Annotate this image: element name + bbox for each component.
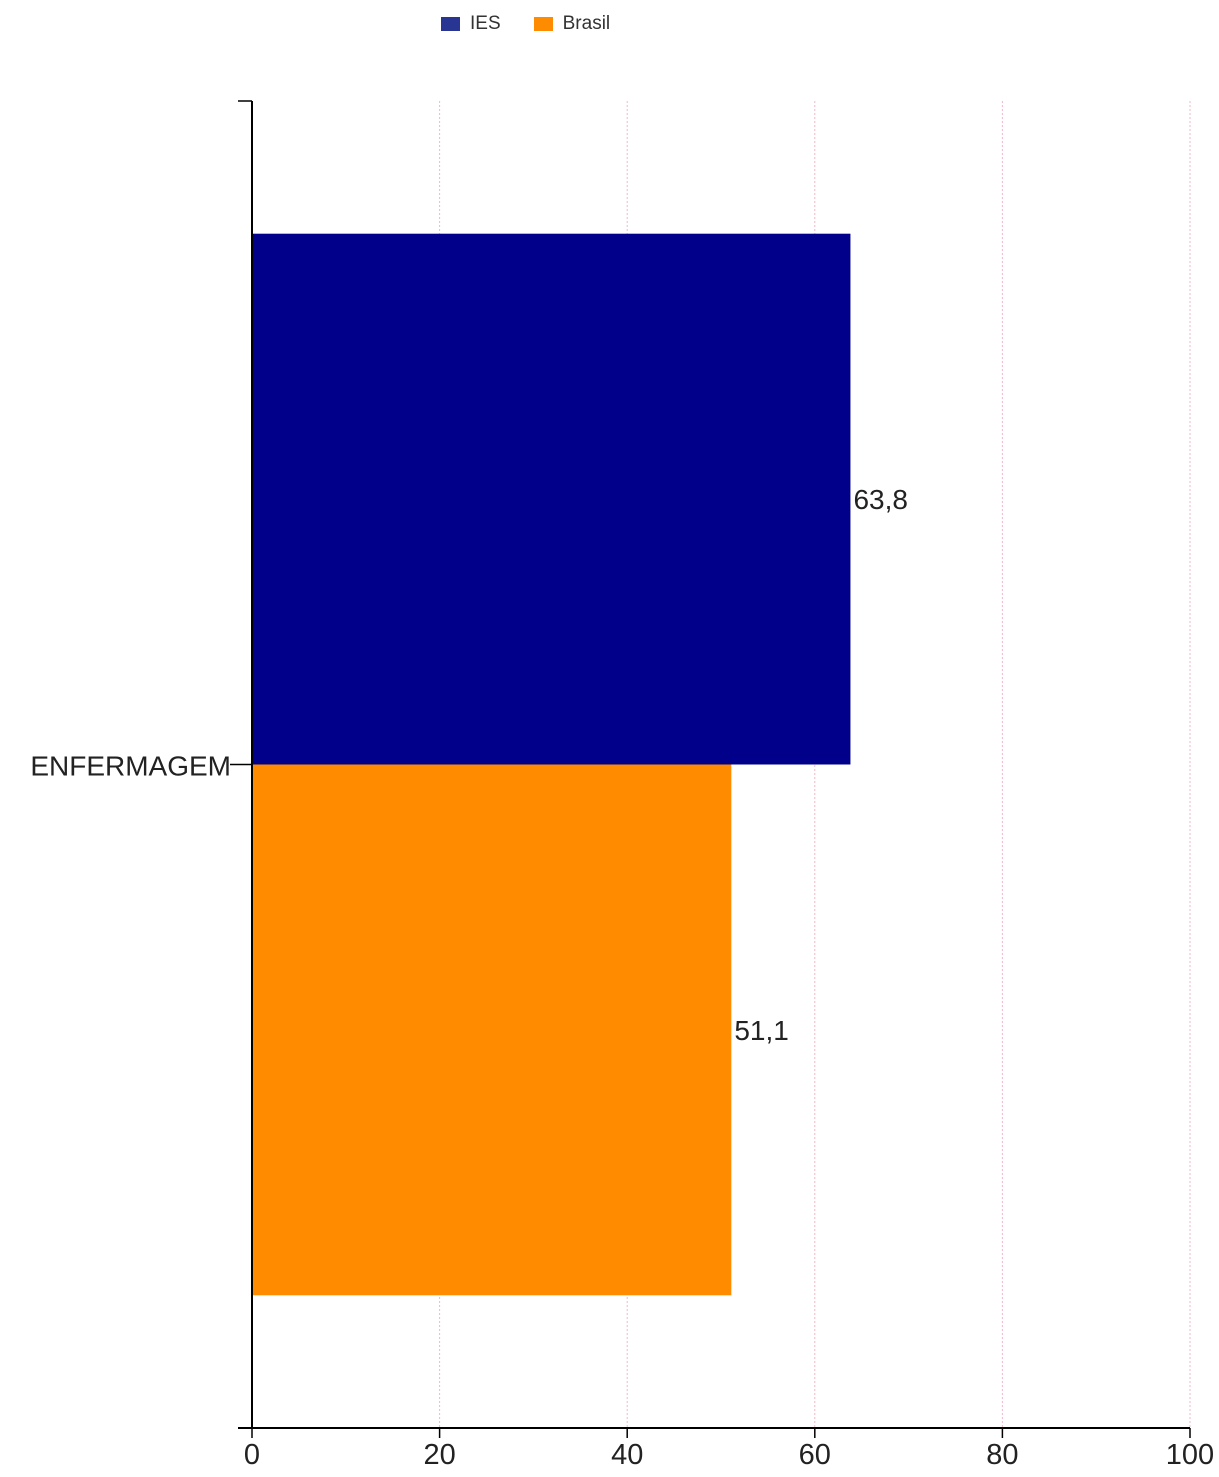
data-label-brasil: 51,1 xyxy=(734,1015,789,1046)
legend-item-brasil[interactable]: Brasil xyxy=(533,13,611,35)
legend-label-ies: IES xyxy=(470,13,501,34)
x-tick-label-60: 60 xyxy=(799,1439,831,1471)
x-tick-label-20: 20 xyxy=(423,1439,455,1471)
bar-ies-enfermagem xyxy=(252,233,851,765)
y-tick-label-enfermagem: ENFERMAGEM xyxy=(30,751,231,782)
data-label-ies: 63,8 xyxy=(853,484,908,515)
x-tick-label-80: 80 xyxy=(986,1439,1018,1471)
legend-item-ies[interactable]: IES xyxy=(441,13,501,35)
bar-brasil-enfermagem xyxy=(252,764,732,1296)
x-tick-label-0: 0 xyxy=(244,1439,260,1471)
chart-legend: IES Brasil xyxy=(441,12,643,36)
x-tick-label-100: 100 xyxy=(1166,1439,1214,1471)
legend-swatch-brasil xyxy=(533,17,553,31)
bars xyxy=(252,233,851,1296)
axes: 0 20 40 60 80 100 ENFERMAGEM xyxy=(30,100,1214,1471)
legend-swatch-ies xyxy=(441,17,460,31)
data-labels: 63,8 51,1 xyxy=(734,484,908,1046)
legend-label-brasil: Brasil xyxy=(562,13,611,34)
x-tick-label-40: 40 xyxy=(611,1439,643,1471)
